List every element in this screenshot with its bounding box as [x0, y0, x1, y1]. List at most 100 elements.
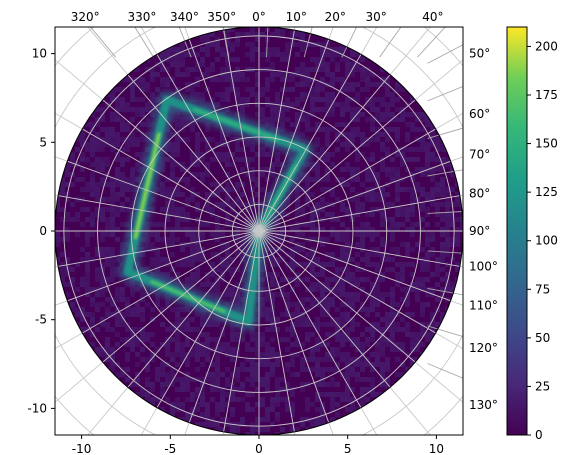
- heatmap-noise-cell: [320, 177, 325, 182]
- heatmap-noise-cell: [85, 312, 90, 317]
- heatmap-noise-cell: [140, 357, 145, 362]
- heatmap-noise-cell: [145, 132, 150, 137]
- heatmap-noise-cell: [395, 187, 400, 192]
- heatmap-noise-cell: [345, 87, 350, 92]
- heatmap-noise-cell: [105, 257, 110, 262]
- heatmap-noise-cell: [280, 427, 285, 432]
- heatmap-noise-cell: [295, 52, 300, 57]
- heatmap-noise-cell: [80, 222, 85, 227]
- heatmap-noise-cell: [60, 87, 65, 92]
- heatmap-noise-cell: [220, 227, 225, 232]
- heatmap-noise-cell: [155, 372, 160, 377]
- heatmap-noise-cell: [70, 152, 75, 157]
- heatmap-noise-cell: [60, 337, 65, 342]
- heatmap-noise-cell: [385, 322, 390, 327]
- heatmap-noise-cell: [455, 367, 460, 372]
- heatmap-noise-cell: [160, 272, 165, 277]
- heatmap-noise-cell: [180, 177, 185, 182]
- ring-grid-line: [198, 170, 320, 292]
- heatmap-noise-cell: [235, 387, 240, 392]
- heatmap-noise-cell: [115, 37, 120, 42]
- heatmap-noise-cell: [365, 177, 370, 182]
- heatmap-noise-cell: [395, 262, 400, 267]
- heatmap-noise-cell: [355, 322, 360, 327]
- heatmap-noise-cell: [150, 242, 155, 247]
- heatmap-noise-cell: [290, 42, 295, 47]
- heatmap-noise-cell: [340, 357, 345, 362]
- heatmap-noise-cell: [285, 347, 290, 352]
- heatmap-noise-cell: [275, 377, 280, 382]
- heatmap-noise-cell: [190, 172, 195, 177]
- heatmap-noise-cell: [265, 247, 270, 252]
- heatmap-noise-cell: [270, 77, 275, 82]
- heatmap-noise-cell: [305, 382, 310, 387]
- heatmap-noise-cell: [145, 382, 150, 387]
- heatmap-noise-cell: [125, 357, 130, 362]
- heatmap-noise-cell: [75, 232, 80, 237]
- heatmap-noise-cell: [160, 192, 165, 197]
- outer-grid-line: [427, 211, 463, 214]
- polar-label: 130°: [469, 398, 498, 412]
- heatmap-noise-cell: [150, 422, 155, 427]
- heatmap-noise-cell: [385, 52, 390, 57]
- heatmap-noise-cell: [215, 372, 220, 377]
- heatmap-noise-cell: [330, 317, 335, 322]
- heatmap-noise-cell: [145, 292, 150, 297]
- heatmap-noise-cell: [310, 87, 315, 92]
- heatmap-noise-cell: [270, 277, 275, 282]
- heatmap-noise-cell: [425, 257, 430, 262]
- heatmap-noise-cell: [110, 92, 115, 97]
- heatmap-noise-cell: [450, 32, 455, 37]
- heatmap-noise-cell: [185, 362, 190, 367]
- heatmap-noise-cell: [445, 227, 450, 232]
- heatmap-noise-cell: [315, 322, 320, 327]
- heatmap-noise-cell: [70, 372, 75, 377]
- heatmap-noise-cell: [55, 422, 60, 427]
- heatmap-noise-cell: [345, 207, 350, 212]
- heatmap-noise-cell: [100, 217, 105, 222]
- heatmap-noise-cell: [375, 402, 380, 407]
- heatmap-noise-cell: [85, 352, 90, 357]
- heatmap-noise-cell: [255, 377, 260, 382]
- heatmap-noise-cell: [300, 357, 305, 362]
- heatmap-noise-cell: [325, 237, 330, 242]
- heatmap-noise-cell: [405, 57, 410, 62]
- heatmap-noise-cell: [300, 67, 305, 72]
- heatmap-noise-cell: [450, 37, 455, 42]
- heatmap-noise-cell: [230, 392, 235, 397]
- heatmap-noise-cell: [420, 277, 425, 282]
- heatmap-noise-cell: [115, 272, 120, 277]
- heatmap-noise-cell: [235, 332, 240, 337]
- heatmap-noise-cell: [205, 402, 210, 407]
- heatmap-noise-cell: [380, 382, 385, 387]
- heatmap-noise-cell: [210, 422, 215, 427]
- heatmap-noise-cell: [115, 102, 120, 107]
- heatmap-noise-cell: [445, 207, 450, 212]
- heatmap-noise-cell: [390, 157, 395, 162]
- heatmap-noise-cell: [120, 192, 125, 197]
- heatmap-noise-cell: [190, 197, 195, 202]
- heatmap-noise-cell: [405, 27, 410, 32]
- heatmap-noise-cell: [410, 172, 415, 177]
- heatmap-noise-cell: [410, 272, 415, 277]
- heatmap-noise-cell: [205, 72, 210, 77]
- heatmap-noise-cell: [75, 217, 80, 222]
- heatmap-noise-cell: [370, 47, 375, 52]
- heatmap-noise-cell: [360, 402, 365, 407]
- heatmap-noise-cell: [110, 262, 115, 267]
- heatmap-noise-cell: [140, 292, 145, 297]
- heatmap-noise-cell: [330, 262, 335, 267]
- heatmap-noise-cell: [450, 257, 455, 262]
- heatmap-noise-cell: [205, 347, 210, 352]
- heatmap-noise-cell: [165, 147, 170, 152]
- heatmap-noise-cell: [170, 147, 175, 152]
- heatmap-noise-cell: [375, 292, 380, 297]
- heatmap-noise-cell: [120, 187, 125, 192]
- heatmap-noise-cell: [60, 82, 65, 87]
- heatmap-noise-cell: [235, 92, 240, 97]
- heatmap-noise-cell: [200, 92, 205, 97]
- heatmap-noise-cell: [410, 82, 415, 87]
- heatmap-noise-cell: [55, 417, 60, 422]
- heatmap-noise-cell: [85, 252, 90, 257]
- heatmap-noise-cell: [120, 242, 125, 247]
